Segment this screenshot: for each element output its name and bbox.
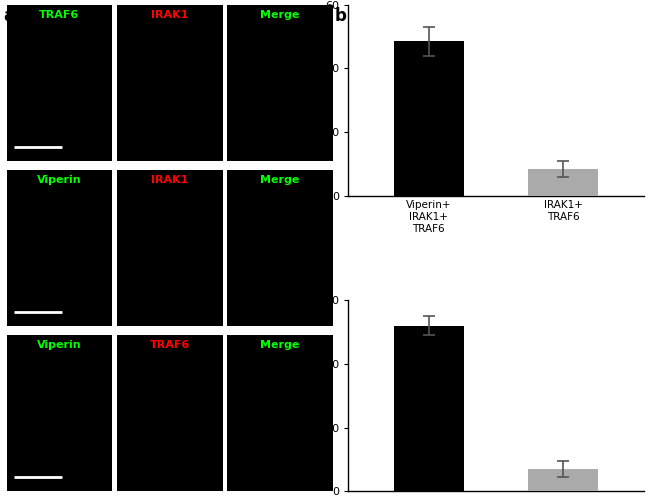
Bar — [528, 169, 598, 195]
Text: Merge: Merge — [260, 9, 300, 20]
Text: IRAK1: IRAK1 — [151, 175, 188, 185]
Text: TRAF6: TRAF6 — [40, 9, 79, 20]
Text: TRAF6: TRAF6 — [150, 340, 190, 350]
Y-axis label: Percentage TRAF6 in ER: Percentage TRAF6 in ER — [311, 334, 321, 458]
Text: b: b — [335, 7, 346, 25]
Text: a: a — [3, 7, 14, 25]
Text: Viperin: Viperin — [37, 340, 82, 350]
Text: Merge: Merge — [260, 340, 300, 350]
Bar — [528, 469, 598, 491]
Bar — [394, 326, 463, 491]
Bar — [394, 42, 463, 195]
Text: Merge: Merge — [260, 175, 300, 185]
Text: Viperin: Viperin — [37, 175, 82, 185]
Y-axis label: Percentage IRAK1 in ER: Percentage IRAK1 in ER — [311, 39, 321, 161]
Text: IRAK1: IRAK1 — [151, 9, 188, 20]
